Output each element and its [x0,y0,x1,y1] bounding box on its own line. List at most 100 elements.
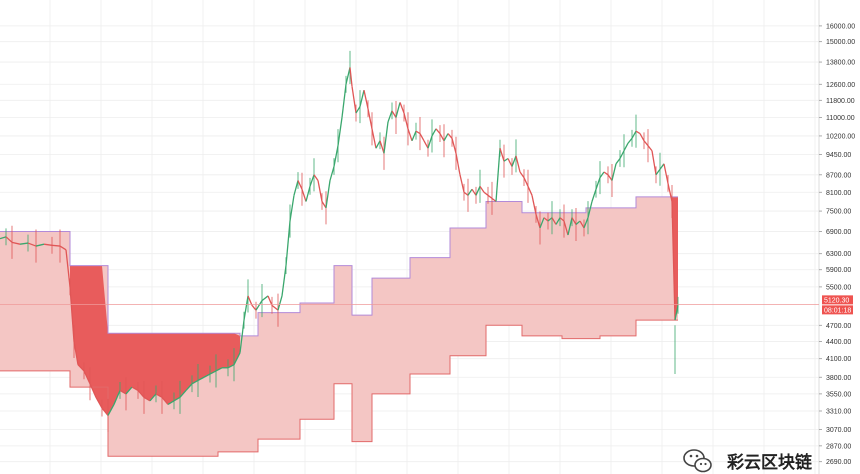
y-axis[interactable]: 16000.00 15000.00 13800.00 12600.00 11800.00… [819,23,855,466]
y-tick-label: 8100.00 [826,190,851,197]
price-segment [155,393,163,398]
price-segment [571,217,577,225]
price-segment [515,155,521,173]
watermark: 彩云区块链 [683,449,813,473]
price-segment [367,108,373,129]
price-segment [423,140,429,149]
price-segment [403,112,409,130]
price-segment [341,84,347,118]
price-segment [227,364,235,369]
price-segment [289,195,295,222]
price-segment [543,217,549,222]
y-tick-label: 5900.00 [826,267,851,274]
price-segment [51,244,61,247]
price-segment [73,341,79,365]
price-segment [399,102,405,114]
price-segment [313,174,319,181]
price-segment [261,295,269,302]
y-tick-label: 4700.00 [826,323,851,330]
y-tick-label: 13800.00 [826,60,855,67]
price-segment [43,243,53,246]
y-tick-label: 4400.00 [826,339,851,346]
price-segment [149,393,157,402]
price-segment [443,133,449,142]
price-segment [631,130,637,139]
price-segment [83,370,91,385]
price-segment [567,217,573,236]
price-segment [267,295,273,306]
price-segment [239,320,245,353]
band-strong-area [70,265,240,416]
price-segment [471,188,477,196]
price-segment [523,177,529,187]
price-segment [243,295,249,321]
price-segment [281,265,287,297]
price-segment [503,157,509,162]
price-segment [611,163,617,181]
price-segment [671,201,676,321]
price-segment [137,390,145,398]
price-segment [623,142,629,152]
price-segment [639,133,645,142]
price-segment [487,194,493,199]
price-segment [587,201,593,218]
price-segment [305,186,311,202]
y-tick-label: 3800.00 [826,375,851,382]
price-segment [0,236,7,240]
price-segment [575,220,581,225]
price-segment [77,364,85,372]
price-segment [197,376,205,382]
price-segment [659,163,665,170]
price-segment [19,242,29,245]
price-segment [59,245,67,251]
y-tick-label: 6300.00 [826,251,851,258]
price-segment [435,128,441,134]
price-segment [619,150,625,159]
y-tick-label: 2870.00 [826,443,851,450]
y-tick-label: 11000.00 [826,115,855,122]
price-segment [89,383,97,398]
price-segment [379,140,385,154]
price-segment [233,352,241,366]
price-segment [255,300,263,311]
price-segment [35,243,45,247]
price-segment [349,67,353,87]
price-segment [667,183,673,202]
price-segment [599,171,605,179]
price-segment [519,171,525,179]
price-segment [363,90,369,109]
y-tick-label: 8700.00 [826,172,851,179]
price-segment [511,155,517,167]
price-layer [0,50,679,432]
price-segment [475,186,481,196]
price-segment [209,370,217,375]
price-segment [467,188,473,196]
price-segment [329,166,335,181]
price-segment [325,180,331,208]
y-tick-label: 6900.00 [826,229,851,236]
price-segment [297,180,303,190]
price-segment [583,217,589,229]
price-segment [125,386,133,395]
price-segment [375,140,381,149]
price-segment [427,135,433,149]
price-segment [173,396,181,402]
price-segment [627,137,633,144]
price-segment [463,191,469,196]
price-segment [317,180,323,202]
price-segment [383,121,389,154]
price-segment [407,128,413,141]
price-segment [293,180,299,196]
price-segment [185,383,193,391]
price-segment [179,390,187,398]
price-segment [615,158,621,165]
price-segment [27,242,37,247]
price-segment [285,221,291,266]
last-price-tag: 5120.30 08:01:18 [822,295,853,315]
y-tick-label: 3070.00 [826,427,851,434]
price-segment [539,217,545,229]
price-segment [495,148,501,202]
price-segment [547,217,553,222]
price-segment [107,404,115,416]
